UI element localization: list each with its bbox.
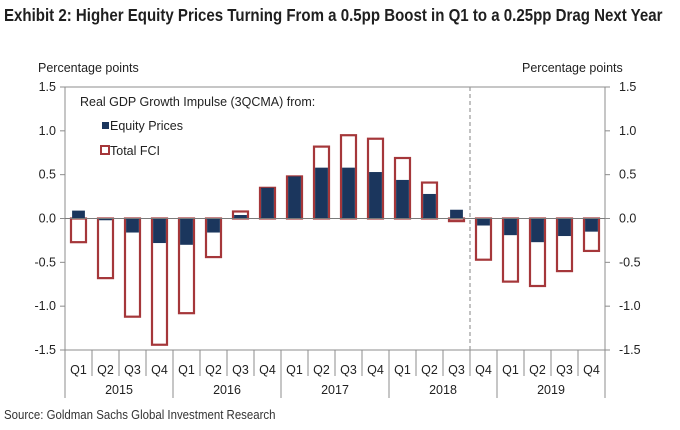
- x-tick-label: Q1: [502, 363, 519, 377]
- right-y-tick-label: 1.0: [619, 124, 636, 138]
- x-tick-label: Q2: [205, 363, 222, 377]
- x-tick-label: Q4: [367, 363, 384, 377]
- bar-equity-prices: [288, 176, 301, 219]
- x-tick-label: Q3: [448, 363, 465, 377]
- bar-total-fci: [69, 217, 88, 244]
- x-tick-label: Q4: [583, 363, 600, 377]
- left-y-tick-label: 0.0: [39, 212, 56, 226]
- x-tick-label: Q2: [97, 363, 114, 377]
- left-y-tick-label: -1.0: [34, 299, 56, 313]
- x-tick-label: Q4: [475, 363, 492, 377]
- bar-equity-prices: [234, 214, 247, 219]
- left-y-tick-label: 0.5: [39, 168, 56, 182]
- x-tick-label: Q3: [340, 363, 357, 377]
- right-y-tick-label: 0.0: [619, 212, 636, 226]
- year-label: 2017: [321, 383, 349, 397]
- legend-swatch-equity-prices: [102, 122, 109, 129]
- bar-equity-prices: [396, 179, 409, 219]
- bar-equity-prices: [342, 167, 355, 219]
- right-y-tick-label: 1.5: [619, 80, 636, 94]
- x-tick-label: Q3: [556, 363, 573, 377]
- right-y-tick-label: -0.5: [619, 255, 641, 269]
- right-y-tick-label: -1.5: [619, 343, 641, 357]
- bar-equity-prices: [531, 218, 544, 243]
- year-label: 2018: [429, 383, 457, 397]
- bar-equity-prices: [207, 218, 220, 233]
- legend-label-equity-prices: Equity Prices: [110, 119, 183, 133]
- x-tick-label: Q3: [124, 363, 141, 377]
- source-note: Source: Goldman Sachs Global Investment …: [4, 407, 276, 422]
- legend-title: Real GDP Growth Impulse (3QCMA) from:: [80, 95, 315, 109]
- bar-equity-prices: [585, 218, 598, 232]
- x-tick-label: Q1: [70, 363, 87, 377]
- left-y-tick-label: 1.0: [39, 124, 56, 138]
- bar-equity-prices: [450, 209, 463, 219]
- left-y-tick-label: -0.5: [34, 255, 56, 269]
- bar-equity-prices: [369, 172, 382, 219]
- left-axis-unit-label: Percentage points: [38, 61, 139, 75]
- bar-total-fci: [123, 217, 142, 318]
- chart-title: Exhibit 2: Higher Equity Prices Turning …: [4, 5, 663, 25]
- x-tick-label: Q1: [178, 363, 195, 377]
- bar-equity-prices: [126, 218, 139, 233]
- bar-equity-prices: [315, 167, 328, 219]
- bar-equity-prices: [72, 210, 85, 219]
- bar-total-fci: [96, 217, 115, 280]
- bar-equity-prices: [99, 218, 112, 221]
- legend-swatch-total-fci: [100, 145, 110, 155]
- x-tick-label: Q2: [313, 363, 330, 377]
- bar-equity-prices: [558, 218, 571, 237]
- year-label: 2015: [105, 383, 133, 397]
- bar-equity-prices: [423, 193, 436, 219]
- x-tick-label: Q4: [259, 363, 276, 377]
- x-tick-label: Q3: [232, 363, 249, 377]
- x-tick-label: Q2: [421, 363, 438, 377]
- x-tick-label: Q4: [151, 363, 168, 377]
- x-tick-label: Q1: [394, 363, 411, 377]
- right-y-tick-label: -1.0: [619, 299, 641, 313]
- right-y-tick-label: 0.5: [619, 168, 636, 182]
- axes-layer: 1.5 1.5 1.0 1.0 0.5 0.5 0.0 0.0 -0.5 -0.5 -1.0 -1.0…: [34, 80, 641, 398]
- left-y-tick-label: 1.5: [39, 80, 56, 94]
- bars-layer: [69, 134, 601, 346]
- legend-label-total-fci: Total FCI: [110, 144, 160, 158]
- bar-equity-prices: [261, 187, 274, 219]
- right-axis-unit-label: Percentage points: [522, 61, 623, 75]
- year-label: 2016: [213, 383, 241, 397]
- legend: Real GDP Growth Impulse (3QCMA) from: Eq…: [80, 95, 315, 158]
- bar-equity-prices: [477, 218, 490, 226]
- left-y-tick-label: -1.5: [34, 343, 56, 357]
- bar-equity-prices: [153, 218, 166, 244]
- year-label: 2019: [537, 383, 565, 397]
- x-tick-label: Q1: [286, 363, 303, 377]
- bar-equity-prices: [504, 218, 517, 236]
- bar-equity-prices: [180, 218, 193, 245]
- x-tick-label: Q2: [529, 363, 546, 377]
